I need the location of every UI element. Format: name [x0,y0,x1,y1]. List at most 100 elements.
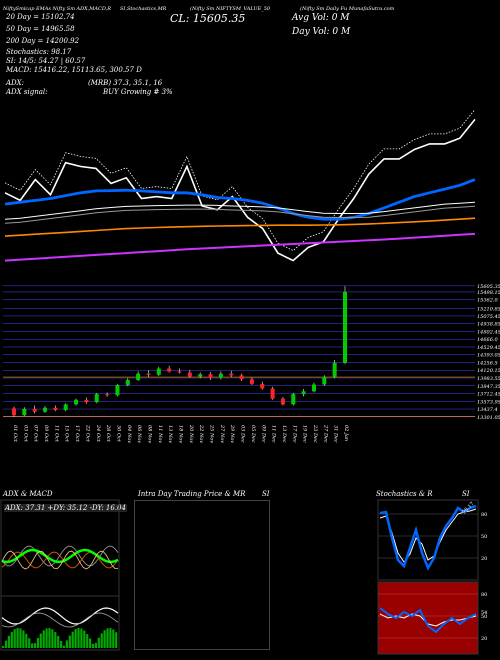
x-tick-label: 09 Oct [43,425,49,443]
x-tick-label: 28 Oct [105,424,111,443]
macd-bar [33,643,37,648]
macd-bar [80,628,83,648]
macd-bar [19,628,22,648]
candle-body [136,373,141,380]
candle-body [53,407,58,411]
y-tick-label: 14529.45 [477,345,500,351]
x-tick-label: 25 Nov [209,424,215,443]
macd-bar [91,643,95,648]
y-tick-label: 13983.55 [477,376,500,382]
adx-values: ADX: 37.31 +DY: 35.12 -DY: 16.04 [4,504,127,512]
y-tick-label: 15498.15 [477,290,500,296]
y-tick-label: 15075.45 [477,314,500,320]
macd-bar [94,642,97,648]
candle-body [260,383,265,389]
macd-bar [48,628,51,648]
y-tick-label: 13847.35 [477,384,500,390]
avg-vol-label: Avg Vol: 0 M [292,13,350,23]
candle-body [32,408,37,412]
macd-bar [42,630,45,648]
adx-frame [0,499,120,651]
ema50-label: 50 Day = 14965.58 [6,25,75,33]
stoch-d-line [379,508,477,563]
ema200-label: 200 Day = 14200.92 [6,37,80,45]
stoch-tick-label: 20 [481,556,487,562]
x-tick-label: 18 Nov [178,425,184,443]
y-tick-label: 13573.95 [477,399,500,405]
intraday-title: Intra Day Trading Price & MR [138,490,246,498]
header-title-right2: (Nifty Sm Daily Fu MunafaSutra.com [300,6,395,12]
header-title-left: NiftySmlcap EMAs Nifty Sm ADX,MACD,R [3,6,112,12]
candle-body [84,399,89,403]
candle-body [167,368,172,372]
x-tick-label: 22 Oct [84,424,90,443]
candle-body [208,374,213,378]
candle-body [12,408,16,416]
adx-plus-di-line [1,548,119,564]
macd-bar [54,632,57,648]
adx-macd-title: ADX & MACD [3,490,53,498]
x-tick-label: 19 Dec [302,425,308,443]
intraday-si-label: SI [262,490,270,498]
x-tick-label: 08 Nov [146,425,152,443]
candle-body [249,379,254,384]
mrb-label: (MRB) 37.3, 35.1, 16 [88,79,163,87]
si-tick-label: 50 [481,614,487,620]
macd-bar [83,630,86,648]
macd-bar [62,645,66,648]
x-tick-label: 29 Nov [229,424,235,443]
x-tick-label: 30 Oct [115,425,121,443]
y-tick-label: 15362.0 [477,298,498,304]
ema-line-chart [4,109,476,262]
candle-body [239,375,244,380]
macd-bar [25,633,28,648]
x-tick-label: 02 Jan [343,425,349,441]
macd-bar [68,635,71,648]
macd-bar [51,629,54,648]
stoch-si-label: SI [462,490,470,498]
candle-body [22,408,27,416]
macd-bar [13,629,16,648]
stoch-k-line [379,504,477,571]
day-vol-label: Day Vol: 0 M [292,27,351,37]
y-tick-label: 14802.45 [477,329,500,335]
stoch-title: Stochastics & R [376,490,433,498]
candle-body [105,394,110,396]
macd-bar [22,630,25,648]
macd-bar [97,637,100,648]
series-price-dotted [4,109,476,252]
y-tick-label: 15605.35 [477,284,500,290]
macd-signal-line [1,612,119,628]
series-price [4,118,476,262]
x-tick-label: 06 Nov [136,425,142,443]
y-tick-label: 13712.45 [477,391,500,397]
x-tick-label: 22 Nov [198,424,204,443]
candle-body [301,391,306,395]
x-tick-label: 04 Nov [126,425,132,443]
x-tick-label: 03 Oct [22,425,28,443]
stochastics-label: Stochastics: 98.17 [6,48,72,56]
x-tick-label: 11 Oct [53,425,59,443]
si-tick-label: 20 [481,636,487,642]
y-tick-label: 14256.5 [477,360,498,366]
candle-body [146,373,151,375]
macd-bar [115,632,118,648]
macd-bar [60,640,63,648]
si-label: SI: 14/5: 54.27 | 60.57 [6,57,86,65]
macd-bar [77,628,80,648]
adx-signal-label: ADX signal: [6,88,48,96]
macd-bar [109,628,112,648]
x-tick-label: 13 Dec [281,425,287,443]
series-ema50-band [4,205,476,224]
candle-body [291,394,296,405]
macd-bar [86,634,89,648]
candle-body [270,388,275,399]
x-tick-label: 17 Dec [291,425,297,443]
si-tick-label: 80 [481,592,487,598]
macd-bar [65,640,68,648]
y-tick-label: 14393.05 [477,353,500,359]
macd-bar [103,630,106,648]
macd-bar [71,631,74,648]
